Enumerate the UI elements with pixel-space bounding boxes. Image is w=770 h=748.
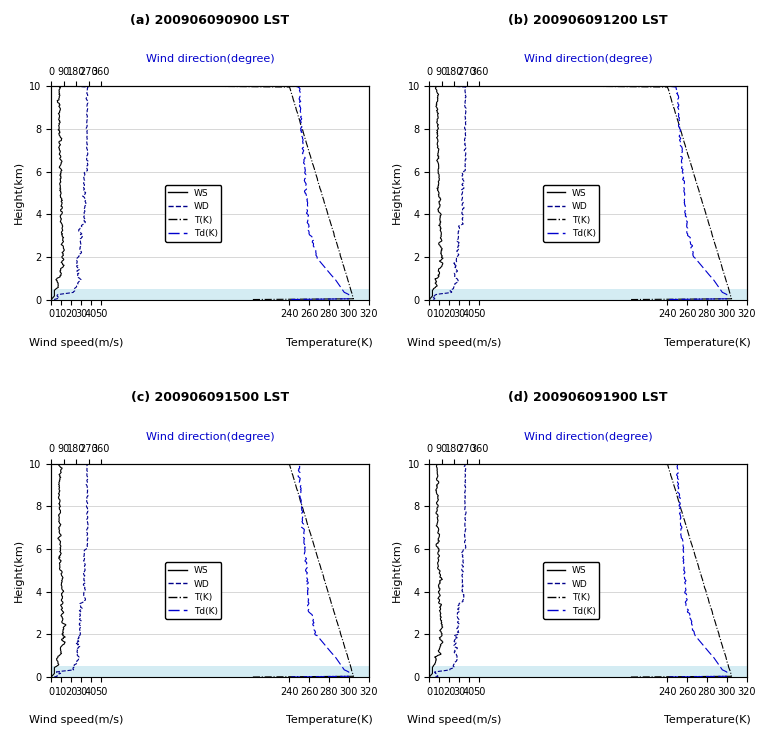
Text: Wind speed(m/s): Wind speed(m/s) xyxy=(407,338,501,348)
Text: Temperature(K): Temperature(K) xyxy=(664,338,751,348)
Legend: WS, WD, T(K), Td(K): WS, WD, T(K), Td(K) xyxy=(543,562,599,619)
Text: Temperature(K): Temperature(K) xyxy=(286,715,373,726)
Y-axis label: Height(km): Height(km) xyxy=(392,162,402,224)
Y-axis label: Height(km): Height(km) xyxy=(392,539,402,602)
Y-axis label: Height(km): Height(km) xyxy=(14,539,24,602)
Bar xyxy=(52,666,369,677)
Title: (d) 200906091900 LST: (d) 200906091900 LST xyxy=(508,391,668,405)
X-axis label: Wind direction(degree): Wind direction(degree) xyxy=(146,55,274,64)
Title: (b) 200906091200 LST: (b) 200906091200 LST xyxy=(508,14,668,27)
Bar xyxy=(430,666,747,677)
Legend: WS, WD, T(K), Td(K): WS, WD, T(K), Td(K) xyxy=(165,185,221,242)
Text: Temperature(K): Temperature(K) xyxy=(286,338,373,348)
Title: (c) 200906091500 LST: (c) 200906091500 LST xyxy=(131,391,289,405)
X-axis label: Wind direction(degree): Wind direction(degree) xyxy=(146,432,274,442)
Bar xyxy=(52,289,369,299)
Bar xyxy=(430,289,747,299)
X-axis label: Wind direction(degree): Wind direction(degree) xyxy=(524,432,652,442)
Text: Temperature(K): Temperature(K) xyxy=(664,715,751,726)
Legend: WS, WD, T(K), Td(K): WS, WD, T(K), Td(K) xyxy=(543,185,599,242)
Title: (a) 200906090900 LST: (a) 200906090900 LST xyxy=(130,14,290,27)
Y-axis label: Height(km): Height(km) xyxy=(14,162,24,224)
Text: Wind speed(m/s): Wind speed(m/s) xyxy=(407,715,501,726)
Text: Wind speed(m/s): Wind speed(m/s) xyxy=(29,338,123,348)
Text: Wind speed(m/s): Wind speed(m/s) xyxy=(29,715,123,726)
X-axis label: Wind direction(degree): Wind direction(degree) xyxy=(524,55,652,64)
Legend: WS, WD, T(K), Td(K): WS, WD, T(K), Td(K) xyxy=(165,562,221,619)
